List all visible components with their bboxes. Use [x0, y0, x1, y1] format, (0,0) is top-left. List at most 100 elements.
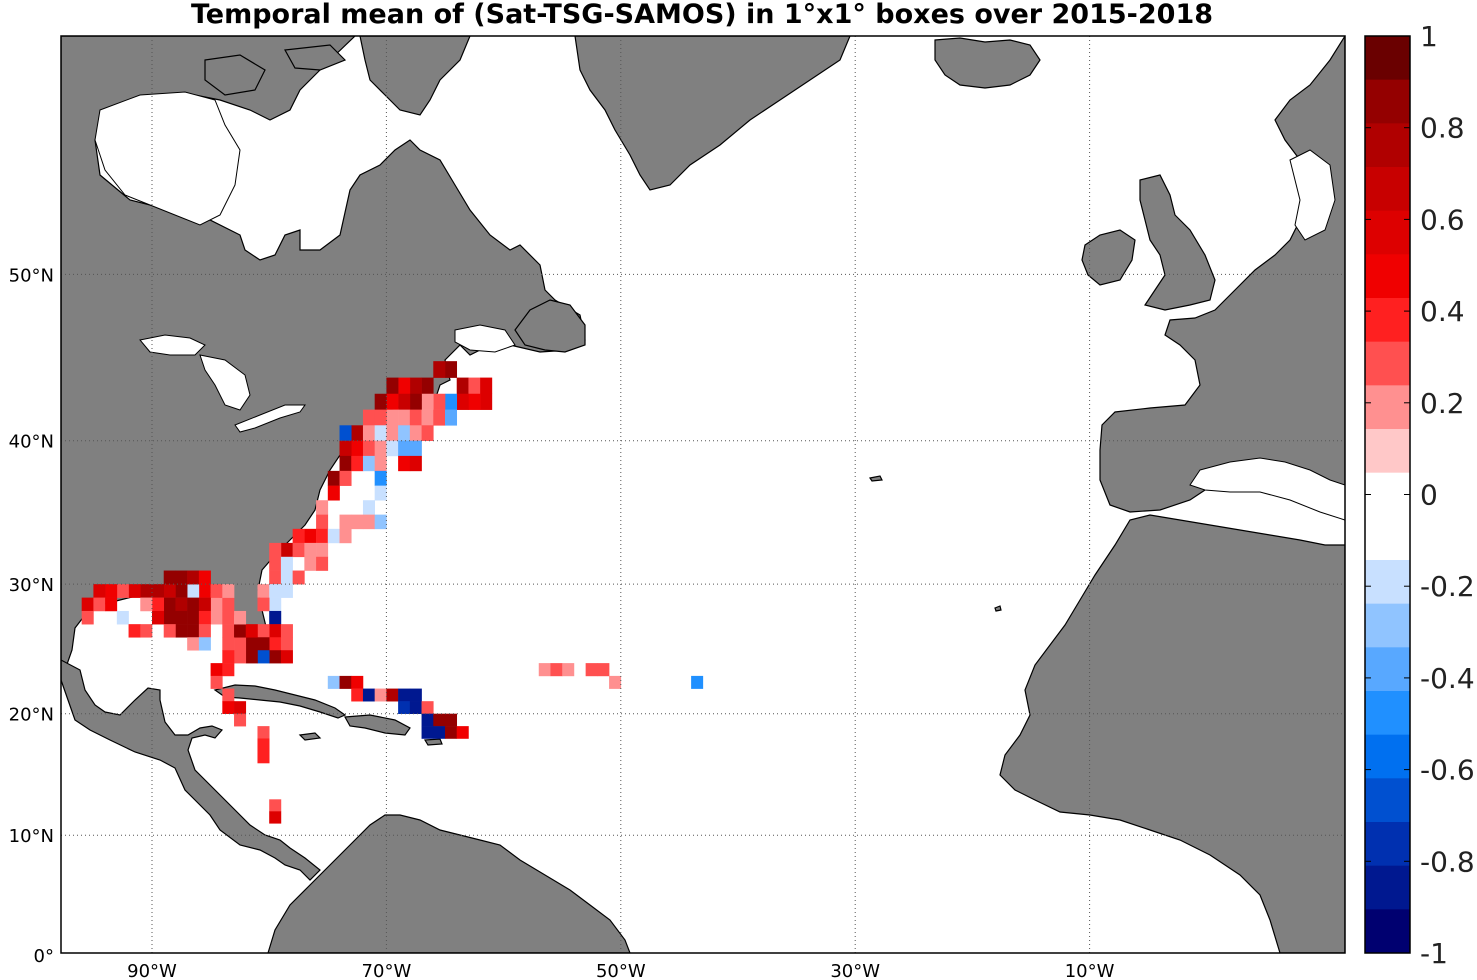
- colorbar-tick-label: -0.8: [1420, 845, 1475, 878]
- grid-cell: [163, 610, 176, 625]
- grid-cell: [304, 542, 317, 558]
- colorbar-segment: [1365, 516, 1410, 561]
- grid-cell: [386, 409, 399, 426]
- grid-cell: [198, 624, 211, 638]
- colorbar-segment: [1365, 341, 1410, 386]
- grid-cell: [234, 624, 247, 638]
- grid-cell: [222, 637, 235, 651]
- grid-cell: [234, 713, 247, 727]
- grid-cell: [140, 597, 153, 612]
- grid-cell: [421, 409, 434, 426]
- grid-cell: [210, 597, 223, 612]
- colorbar-segment: [1365, 385, 1410, 430]
- grid-cell: [386, 440, 399, 457]
- colorbar-segment: [1365, 429, 1410, 474]
- grid-cell: [222, 663, 235, 677]
- grid-cell: [445, 726, 458, 739]
- grid-cell: [468, 377, 481, 395]
- grid-cell: [409, 688, 422, 702]
- grid-cell: [280, 570, 293, 585]
- colorbar-labels: 1 0.8 0.6 0.4 0.2 0 -0.2 -0.4 -0.6 -0.8 -1: [1365, 20, 1475, 970]
- grid-cell: [585, 663, 598, 677]
- grid-cell: [398, 701, 411, 714]
- grid-cell: [269, 624, 282, 638]
- grid-cell: [163, 597, 176, 612]
- grid-cell: [398, 393, 411, 410]
- grid-cell: [327, 485, 340, 501]
- gulf-st-lawrence: [454, 324, 516, 353]
- grid-cell: [433, 713, 446, 727]
- grid-cell: [445, 361, 458, 378]
- puerto-rico-island: [423, 738, 443, 746]
- grid-cell: [374, 393, 387, 410]
- grid-cell: [280, 650, 293, 664]
- grid-cell: [269, 799, 282, 812]
- grid-cell: [362, 440, 375, 457]
- grid-cell: [316, 556, 329, 571]
- grid-cell: [609, 675, 622, 689]
- latitude-tick-label: 50°N: [9, 265, 54, 286]
- grid-cell: [351, 675, 364, 689]
- colorbar-tick-label: 0.6: [1420, 203, 1465, 236]
- grid-cell: [398, 409, 411, 426]
- colorbar-segment: [1365, 647, 1410, 692]
- grid-cell: [93, 584, 106, 598]
- colorbar-segment: [1365, 123, 1410, 168]
- grid-cell: [456, 393, 469, 410]
- inland-water: [94, 91, 1345, 521]
- land-masses: [61, 36, 1345, 953]
- grid-cell: [175, 584, 188, 598]
- grid-cell: [152, 597, 165, 612]
- grid-cell: [187, 610, 200, 625]
- grid-cell: [374, 409, 387, 426]
- map-content: [61, 36, 1345, 953]
- grid-cell: [398, 688, 411, 702]
- longitude-tick-label: 30°W: [830, 961, 880, 980]
- latitude-tick-label: 30°N: [9, 575, 54, 596]
- grid-cell: [198, 570, 211, 585]
- grid-cell: [339, 514, 352, 530]
- grid-cell: [339, 425, 352, 442]
- grid-cell: [339, 675, 352, 689]
- grid-cell: [269, 570, 282, 585]
- grid-cell: [362, 425, 375, 442]
- hudson-bay: [94, 91, 241, 226]
- grid-cell: [222, 597, 235, 612]
- colorbar-segment: [1365, 472, 1410, 517]
- lake-michigan-huron: [199, 354, 251, 411]
- grid-cell: [374, 425, 387, 442]
- grid-cell: [374, 688, 387, 702]
- grid-cell: [316, 514, 329, 530]
- grid-cell: [163, 624, 176, 638]
- colorbar-tick-label: -0.2: [1420, 570, 1475, 603]
- grid-cell: [280, 624, 293, 638]
- grid-cell: [175, 624, 188, 638]
- colorbar-segment: [1365, 734, 1410, 779]
- colorbar-segment: [1365, 79, 1410, 124]
- grid-cell: [550, 663, 563, 677]
- grid-cell: [175, 610, 188, 625]
- grid-cell: [351, 425, 364, 442]
- grid-cell: [280, 637, 293, 651]
- grid-cell: [316, 542, 329, 558]
- colorbar-tick-label: 1: [1420, 20, 1438, 53]
- grid-cell: [362, 514, 375, 530]
- grid-cell: [398, 425, 411, 442]
- azores-islands: [869, 475, 883, 482]
- colorbar-segment: [1365, 822, 1410, 867]
- grid-cell: [105, 597, 118, 612]
- grid-cell: [152, 584, 165, 598]
- grid-cell: [222, 650, 235, 664]
- colorbar-segment: [1365, 210, 1410, 255]
- longitude-tick-label: 70°W: [362, 961, 412, 980]
- lake-erie-ontario: [234, 404, 306, 433]
- grid-cell: [316, 500, 329, 515]
- grid-cell: [210, 675, 223, 689]
- grid-cell: [222, 610, 235, 625]
- grid-cell: [222, 584, 235, 598]
- grid-cell: [269, 556, 282, 571]
- africa-landmass: [999, 514, 1345, 953]
- grid-cell: [374, 485, 387, 501]
- longitude-tick-label: 90°W: [127, 961, 177, 980]
